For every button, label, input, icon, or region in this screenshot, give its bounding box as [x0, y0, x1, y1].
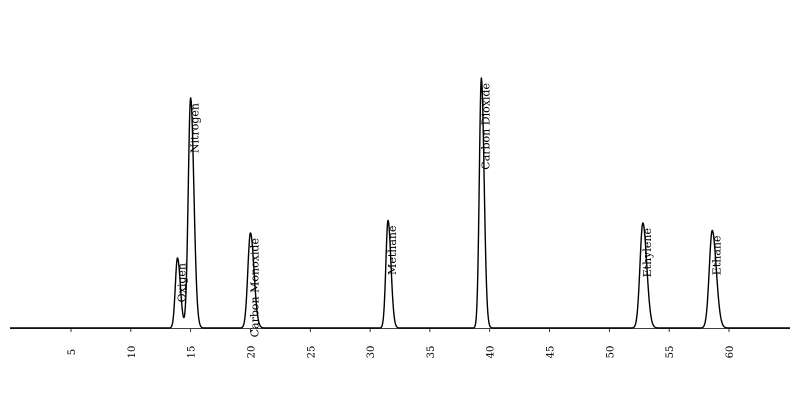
peak-apex-6: [642, 222, 644, 224]
x-tick-label-25: 25: [306, 346, 317, 359]
peak-apex-1: [176, 257, 179, 259]
x-axis: 5 10 15 20 25 30 35 40 45 50 55 60: [10, 328, 790, 359]
peak-label-layer: Oxigen Nitrogen Carbon Monoxide Methane Carb…: [175, 83, 723, 337]
x-tick-label-40: 40: [486, 346, 497, 359]
peak-apex-7: [711, 229, 713, 232]
x-tick-label-5: 5: [67, 349, 78, 355]
x-tick-label-45: 45: [546, 346, 557, 359]
x-tick-label-10: 10: [127, 346, 138, 359]
x-tick-label-35: 35: [426, 346, 437, 359]
peak-label-5: Carbon Dioxide: [479, 83, 492, 170]
x-tick-label-60: 60: [725, 346, 736, 359]
x-tick-label-15: 15: [187, 346, 198, 359]
x-tick-label-30: 30: [366, 346, 377, 359]
x-tick-label-50: 50: [605, 346, 616, 359]
peak-label-7: Ethane: [710, 236, 723, 276]
trace-layer: [9, 77, 791, 329]
peak-label-1: Oxigen: [175, 263, 188, 302]
peak-label-2: Nitrogen: [189, 103, 202, 153]
peak-label-4: Methane: [386, 226, 399, 275]
peak-apex-4: [387, 219, 389, 222]
peak-label-6: Ethylene: [641, 228, 654, 277]
peak-apex-5: [480, 77, 482, 79]
x-tick-label-55: 55: [665, 346, 676, 359]
peak-apex-3: [249, 232, 252, 234]
peak-label-3: Carbon Monoxide: [248, 238, 261, 337]
chromatogram-trace: [9, 77, 791, 329]
peak-apex-2: [190, 97, 192, 99]
x-tick-label-20: 20: [246, 346, 257, 359]
